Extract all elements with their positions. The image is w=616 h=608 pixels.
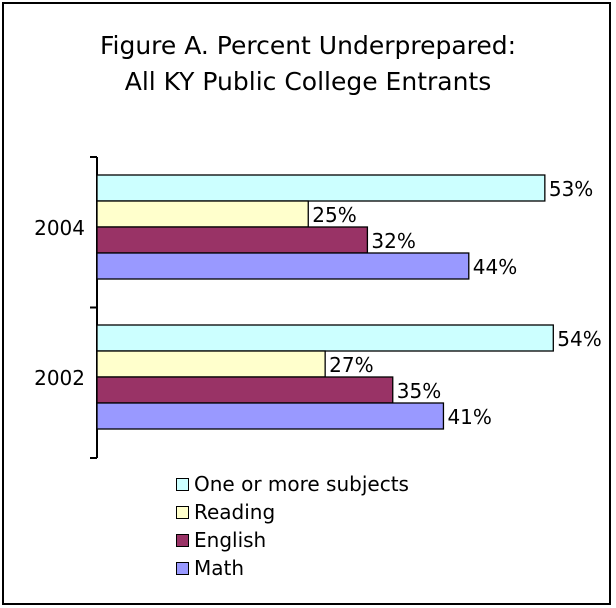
legend-label: Reading xyxy=(194,500,276,524)
legend-item-math: Math xyxy=(176,554,409,582)
data-label-reading-2002: 27% xyxy=(329,353,373,377)
bar-one-or-more-subjects-2004 xyxy=(96,174,546,202)
legend-item-one-or-more-subjects: One or more subjects xyxy=(176,470,409,498)
bar-math-2002 xyxy=(96,402,445,430)
bar-math-2004 xyxy=(96,252,470,280)
bar-one-or-more-subjects-2002 xyxy=(96,324,554,352)
chart-title: Figure A. Percent Underprepared: All KY … xyxy=(0,28,616,100)
category-label-2004: 2004 xyxy=(34,216,85,240)
data-label-math-2002: 41% xyxy=(447,405,491,429)
bar-reading-2004 xyxy=(96,200,309,228)
bar-english-2004 xyxy=(96,226,369,254)
legend-swatch xyxy=(176,477,189,491)
legend-swatch xyxy=(176,533,189,547)
legend-label: Math xyxy=(194,556,245,580)
chart-title-line-1: Figure A. Percent Underprepared: xyxy=(99,31,517,60)
bar-reading-2002 xyxy=(96,350,326,378)
chart-title-line-2: All KY Public College Entrants xyxy=(124,67,492,96)
category-label-2002: 2002 xyxy=(34,366,85,390)
legend-item-reading: Reading xyxy=(176,498,409,526)
legend-label: One or more subjects xyxy=(194,472,409,496)
data-label-reading-2004: 25% xyxy=(312,203,356,227)
legend-label: English xyxy=(194,528,267,552)
legend-swatch xyxy=(176,505,189,519)
chart-legend: One or more subjects Reading English Math xyxy=(176,470,409,582)
data-label-english-2004: 32% xyxy=(371,229,415,253)
data-label-math-2004: 44% xyxy=(473,255,517,279)
legend-swatch xyxy=(176,561,189,575)
bar-english-2002 xyxy=(96,376,394,404)
data-label-english-2002: 35% xyxy=(397,379,441,403)
legend-item-english: English xyxy=(176,526,409,554)
data-label-one-or-more-subjects-2002: 54% xyxy=(557,327,601,351)
data-label-one-or-more-subjects-2004: 53% xyxy=(549,177,593,201)
